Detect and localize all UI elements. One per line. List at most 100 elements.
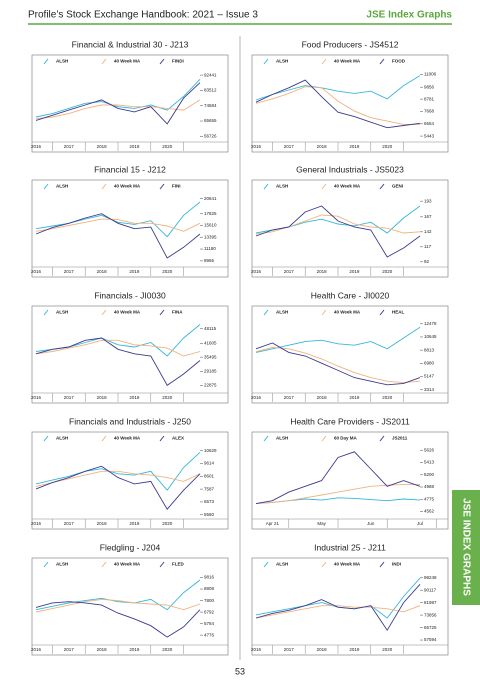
y-tick-label: 17825 (204, 211, 217, 216)
legend-swatch (263, 561, 269, 568)
legend-label: ALSH (276, 310, 288, 315)
legend-swatch (159, 435, 165, 442)
chart-title: Food Producers - JS4512 (302, 39, 399, 49)
chart-title: Industrial 25 - J211 (314, 542, 386, 552)
chart-frame (31, 54, 229, 153)
x-tick-label: 2016 (31, 144, 42, 149)
chart-frame (251, 557, 449, 656)
legend-swatch (379, 435, 385, 442)
y-tick-label: 11180 (204, 246, 216, 251)
legend-label: ALSH (276, 562, 288, 567)
x-tick-label: 2016 (251, 144, 262, 149)
legend-label: ALSH (56, 436, 68, 441)
legend-swatch (379, 183, 385, 190)
legend-label: 40 Week MA (114, 310, 141, 315)
y-tick-label: 73856 (424, 612, 437, 617)
x-tick-label: 2016 (31, 521, 42, 526)
series-line (35, 218, 201, 232)
x-tick-label: 2019 (129, 144, 140, 149)
y-tick-label: 7800 (204, 598, 215, 603)
legend-label: 40 Week MA (114, 184, 141, 189)
y-tick-label: 74584 (204, 103, 217, 108)
y-tick-label: 8781 (424, 96, 435, 101)
y-tick-label: 65725 (424, 625, 437, 630)
page-number: 53 (235, 666, 245, 676)
y-tick-label: 6554 (424, 121, 435, 126)
legend-swatch (263, 309, 269, 316)
y-tick-label: 7668 (424, 109, 435, 114)
x-tick-label: 2018 (317, 269, 328, 274)
chart-title: Financials and Industrials - J250 (69, 416, 191, 426)
x-tick-label: 2020 (382, 269, 393, 274)
legend-label: ALSH (56, 562, 68, 567)
x-tick-label: 2017 (284, 269, 295, 274)
chart-frame (31, 305, 229, 404)
series-line (255, 326, 421, 353)
x-tick-label: 2020 (162, 395, 173, 400)
y-tick-label: 57594 (424, 637, 437, 642)
series-line (35, 78, 201, 118)
legend-swatch (43, 435, 49, 442)
legend-label: 40 Week MA (334, 59, 361, 64)
side-tab (452, 490, 480, 605)
legend-swatch (159, 561, 165, 568)
y-tick-label: 5147 (424, 374, 435, 379)
y-tick-label: 10645 (424, 334, 437, 339)
x-tick-label: 2019 (349, 269, 360, 274)
y-tick-label: 9856 (424, 84, 435, 89)
series-line (255, 497, 421, 505)
legend-label: 40 Week MA (334, 184, 361, 189)
legend-label: 40 Week MA (334, 562, 361, 567)
y-tick-label: 65655 (204, 118, 217, 123)
legend-swatch (43, 183, 49, 190)
y-tick-label: 29185 (204, 369, 217, 374)
y-tick-label: 8813 (424, 347, 435, 352)
y-tick-label: 92 (424, 259, 430, 264)
series-line (35, 470, 201, 487)
series-line (35, 99, 201, 120)
series-line (255, 205, 421, 258)
series-line (35, 601, 201, 638)
x-tick-label: 2018 (317, 647, 328, 652)
y-tick-label: 167 (424, 214, 432, 219)
y-tick-label: 3314 (424, 387, 435, 392)
legend-label: 60 Day MA (334, 436, 358, 441)
legend-swatch (101, 183, 107, 190)
legend-label: FINI (172, 184, 181, 189)
x-tick-label: 2016 (251, 269, 262, 274)
x-tick-label: 2020 (162, 647, 173, 652)
y-tick-label: 81987 (424, 600, 437, 605)
legend-swatch (101, 435, 107, 442)
chart-title: Health Care Providers - JS2011 (290, 416, 410, 426)
legend-label: ALSH (276, 184, 288, 189)
y-tick-label: 4988 (424, 484, 435, 489)
legend-label: FINDI (172, 59, 184, 64)
series-line (255, 86, 420, 125)
x-tick-label: 2020 (382, 395, 393, 400)
y-tick-label: 4562 (424, 509, 435, 514)
chart-frame (31, 431, 229, 530)
chart-title: Health Care - JI0020 (311, 290, 390, 300)
legend-label: 40 Week MA (114, 562, 141, 567)
legend-swatch (263, 58, 269, 65)
legend-label: 40 Week MA (334, 310, 361, 315)
legend-swatch (321, 309, 327, 316)
legend-label: JS2011 (392, 436, 408, 441)
legend-label: INDI (392, 562, 401, 567)
x-tick-label: 2017 (64, 144, 75, 149)
y-tick-label: 5560 (204, 512, 215, 517)
series-line (35, 337, 201, 386)
x-tick-label: 2018 (97, 144, 108, 149)
series-line (35, 465, 201, 510)
legend-label: 40 Week MA (114, 436, 141, 441)
header-section: JSE Index Graphs (366, 10, 452, 21)
legend-label: ALSH (56, 184, 68, 189)
chart-frame (31, 557, 229, 656)
y-tick-label: 15610 (204, 223, 217, 228)
y-tick-label: 56726 (204, 134, 217, 139)
series-line (255, 346, 421, 384)
legend-label: ALSH (276, 59, 288, 64)
series-line (255, 342, 421, 386)
